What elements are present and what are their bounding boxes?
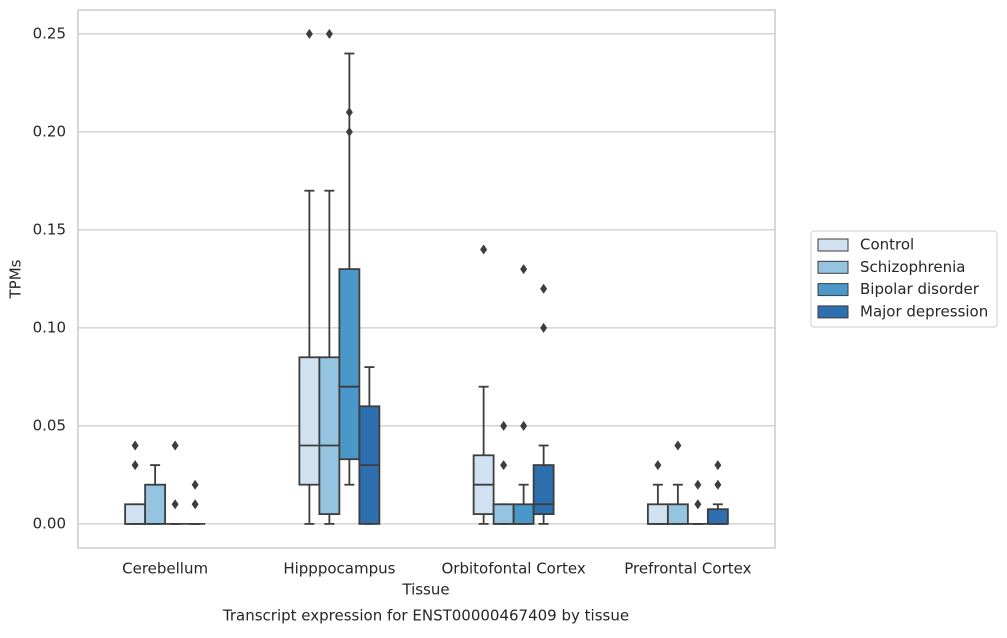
outlier (714, 479, 722, 490)
outlier (480, 244, 488, 255)
legend (810, 230, 998, 328)
y-tick-label: 0.00 (33, 514, 66, 532)
legend-label: Control (860, 236, 914, 254)
outlier (520, 420, 528, 431)
outlier (191, 479, 199, 490)
x-tick-label: Orbitofontal Cortex (442, 560, 586, 578)
box (706, 508, 729, 525)
y-tick-label: 0.15 (33, 220, 66, 238)
box (144, 483, 167, 525)
outlier (325, 28, 333, 39)
outlier (345, 126, 353, 137)
y-tick-label: 0.05 (33, 416, 66, 434)
box (646, 503, 669, 525)
legend-label: Schizophrenia (860, 258, 965, 276)
x-tick-label: Prefrontal Cortex (624, 560, 751, 578)
outlier (714, 460, 722, 471)
y-tick-label: 0.25 (33, 24, 66, 42)
y-tick-label: 0.10 (33, 318, 66, 336)
legend-swatch (817, 260, 849, 274)
outlier (131, 440, 139, 451)
y-axis-label: TPMs (7, 259, 25, 299)
outlier (540, 283, 548, 294)
outlier (345, 107, 353, 118)
outlier (654, 460, 662, 471)
legend-label: Major depression (860, 302, 988, 320)
box (492, 503, 515, 525)
plot-area (77, 9, 776, 549)
chart-title: Transcript expression for ENST0000046740… (222, 607, 629, 625)
outlier (171, 440, 179, 451)
x-tick-label: Hipppocampus (283, 560, 395, 578)
box (318, 356, 341, 515)
outlier (540, 322, 548, 333)
outlier (500, 460, 508, 471)
legend-swatch (817, 305, 849, 319)
outlier (520, 264, 528, 275)
outlier (305, 28, 313, 39)
y-tick-label: 0.20 (33, 122, 66, 140)
x-axis-label: Tissue (401, 581, 449, 599)
outlier (694, 479, 702, 490)
box (532, 464, 555, 515)
box (298, 356, 321, 486)
box (666, 503, 689, 525)
legend-label: Bipolar disorder (860, 280, 980, 298)
box (512, 503, 535, 525)
outlier (171, 499, 179, 510)
outlier (131, 460, 139, 471)
outlier (191, 499, 199, 510)
x-tick-label: Cerebellum (122, 560, 208, 578)
outlier (694, 499, 702, 510)
outlier (500, 420, 508, 431)
outlier (674, 440, 682, 451)
legend-swatch (817, 283, 849, 297)
box (338, 268, 361, 461)
box (124, 503, 147, 525)
legend-swatch (817, 238, 849, 252)
